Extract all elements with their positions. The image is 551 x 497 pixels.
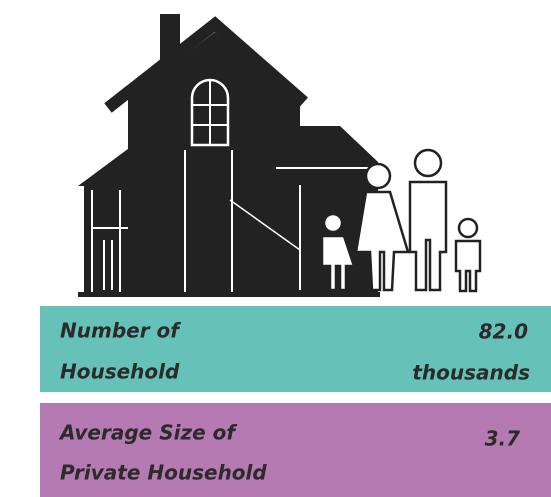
stat-label: Household	[60, 360, 180, 384]
stat-value: 82.0	[479, 320, 528, 344]
household-count-band	[40, 306, 551, 392]
stat-unit: thousands	[412, 361, 530, 385]
stat-label: Private Household	[60, 461, 267, 485]
household-size-band	[40, 403, 551, 497]
stat-label: Average Size of	[58, 421, 237, 445]
house-illustration	[78, 14, 380, 297]
stat-label: Number of	[60, 319, 181, 343]
stat-value: 3.7	[485, 427, 521, 451]
family-illustration	[320, 148, 482, 293]
